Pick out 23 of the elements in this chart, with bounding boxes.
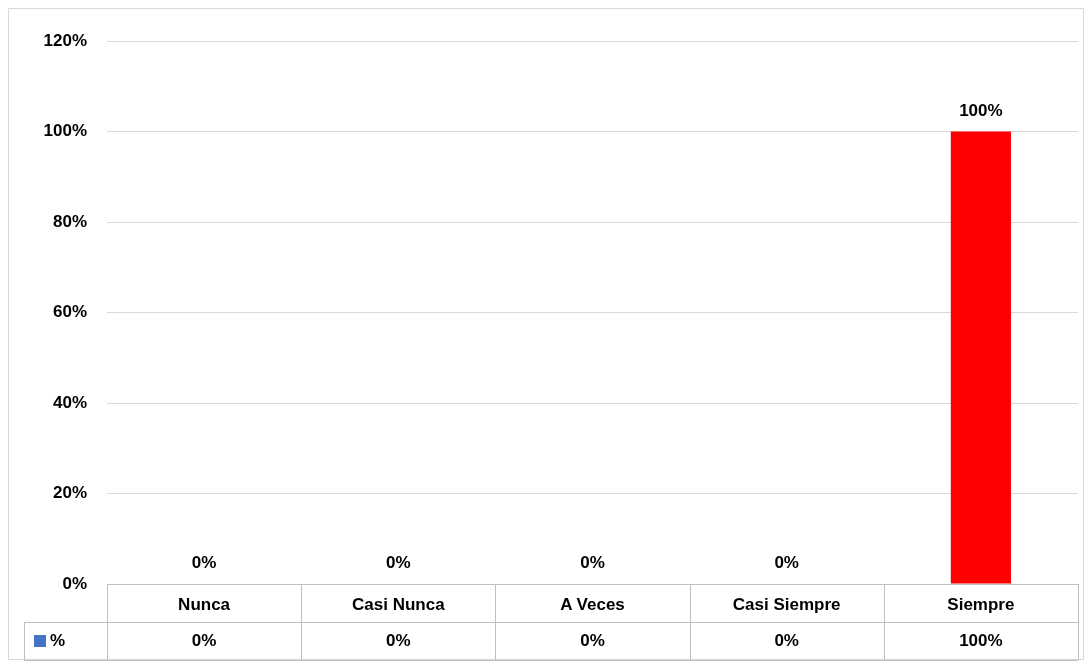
data-label: 0% bbox=[386, 630, 411, 650]
x-tick-label: Siempre bbox=[947, 594, 1015, 614]
x-tick-label: Nunca bbox=[178, 594, 231, 614]
y-tick-label: 20% bbox=[52, 483, 87, 503]
data-label: 0% bbox=[774, 630, 799, 650]
data-label: 0% bbox=[191, 630, 217, 650]
y-tick-label: 40% bbox=[52, 392, 87, 412]
y-tick-label: 100% bbox=[43, 121, 87, 141]
text: 100% bbox=[959, 100, 1003, 120]
text: 0% bbox=[580, 553, 605, 573]
y-tick-label: 120% bbox=[43, 30, 87, 50]
text: % bbox=[50, 630, 66, 650]
data-label: 0% bbox=[580, 630, 605, 650]
y-tick-label: 80% bbox=[52, 211, 87, 231]
y-tick-label: 60% bbox=[52, 302, 87, 322]
x-tick-label: Casi Nunca bbox=[352, 594, 446, 614]
y-tick-label: 0% bbox=[62, 573, 87, 593]
x-tick-label: Casi Siempre bbox=[732, 594, 841, 614]
data-label: 100% bbox=[959, 630, 1003, 650]
text: 0% bbox=[386, 553, 411, 573]
text: 0% bbox=[191, 553, 217, 573]
text: 0% bbox=[774, 553, 799, 573]
x-tick-label: A Veces bbox=[560, 594, 625, 614]
